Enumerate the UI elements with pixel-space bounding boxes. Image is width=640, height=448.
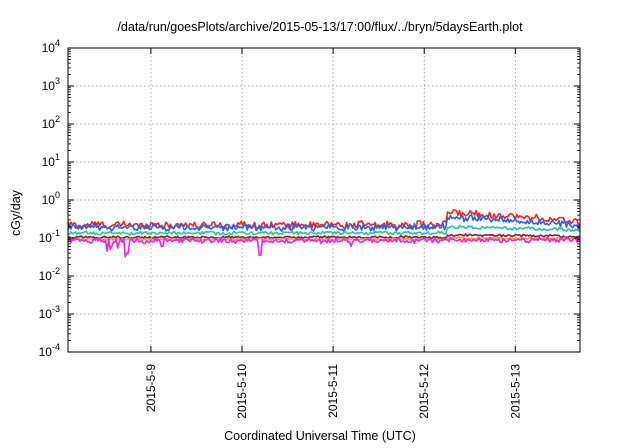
y-tick-label: 10-1 <box>39 228 60 245</box>
y-tick-label: 102 <box>42 114 60 131</box>
x-tick-label: 2015-5-11 <box>326 364 340 418</box>
y-tick-label: 104 <box>42 38 60 55</box>
series-line <box>67 233 581 240</box>
x-axis-ticks: 2015-5-9 2015-5-10 2015-5-11 2015-5-12 2015-… <box>144 48 522 419</box>
grid-lines <box>68 48 580 352</box>
y-tick-label: 10-2 <box>39 266 60 283</box>
series-line <box>67 214 581 232</box>
chart-title: /data/run/goesPlots/archive/2015-05-13/1… <box>117 20 523 34</box>
y-axis-label: cGy/day <box>9 190 23 236</box>
y-tick-label: 103 <box>42 76 60 93</box>
x-tick-label: 2015-5-10 <box>235 364 249 419</box>
series-line <box>67 224 581 236</box>
data-series <box>67 209 581 258</box>
y-tick-label: 101 <box>42 152 60 169</box>
y-tick-label: 10-4 <box>39 342 60 359</box>
x-tick-label: 2015-5-9 <box>144 364 158 412</box>
x-tick-label: 2015-5-13 <box>508 364 522 419</box>
y-tick-label: 10-3 <box>39 304 60 321</box>
x-tick-label: 2015-5-12 <box>417 364 431 419</box>
series-line <box>67 236 581 258</box>
y-tick-label: 100 <box>42 190 60 207</box>
x-axis-label: Coordinated Universal Time (UTC) <box>224 429 416 443</box>
